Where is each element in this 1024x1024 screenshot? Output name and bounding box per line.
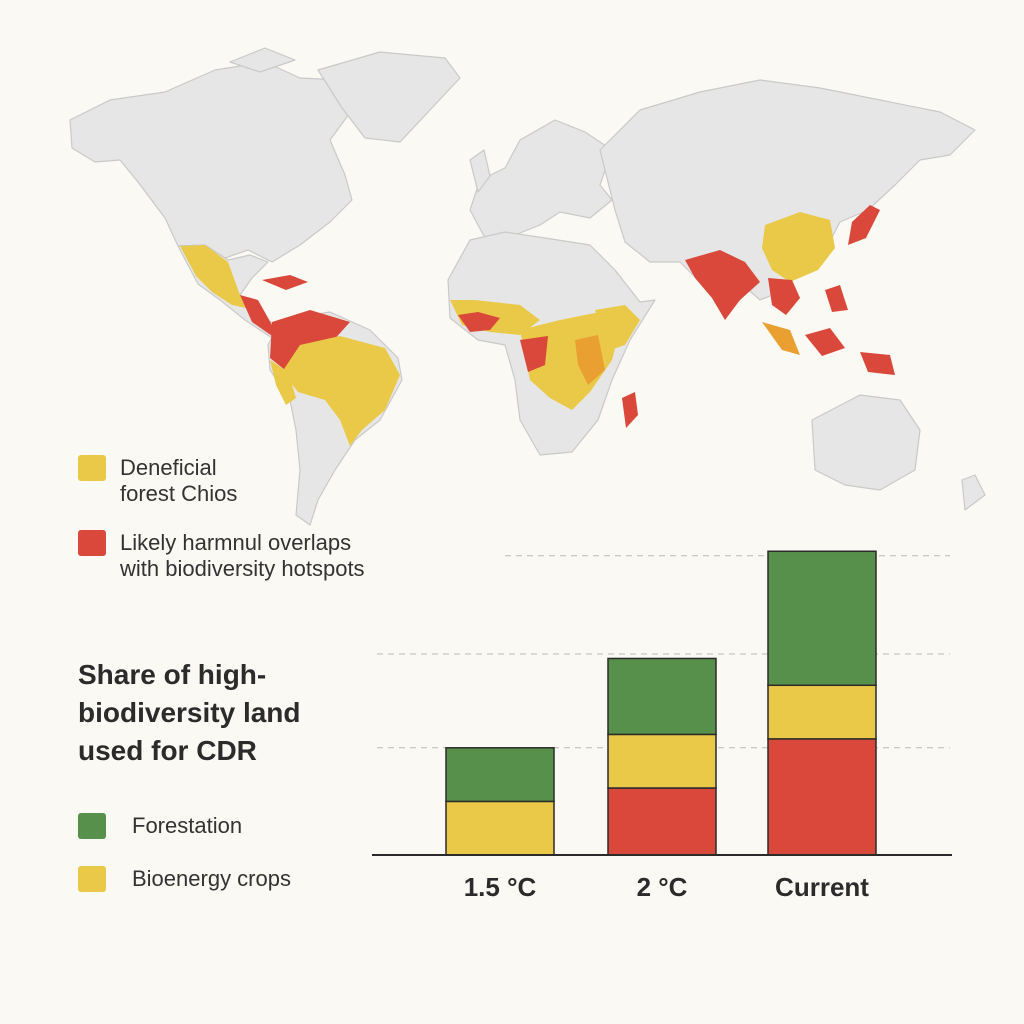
east-africa-orange	[575, 335, 605, 385]
map-uk	[469, 149, 491, 193]
japan-red	[848, 205, 880, 245]
central-africa-red	[520, 336, 548, 372]
amazon-red	[270, 310, 350, 370]
bar-segment	[767, 684, 877, 740]
map-greenland	[317, 51, 461, 143]
map-europe	[469, 119, 613, 239]
chart-legend-forestation-label: Forestation	[132, 813, 243, 838]
chart-legend-bioenergy-label: Bioenergy crops	[132, 866, 291, 891]
map-arctic-islands	[229, 47, 296, 73]
mexico-yellow	[180, 245, 255, 310]
philippines-red	[825, 285, 848, 312]
map-new-zealand	[961, 474, 986, 511]
map-legend-beneficial-label: Deneficial forest Chios	[120, 455, 238, 506]
bar-segment	[607, 733, 717, 789]
india-red	[685, 250, 760, 320]
new-guinea-red	[860, 352, 895, 375]
map-legend-harmful-label: Likely harmnul overlaps with biodiversit…	[120, 530, 365, 581]
swatch-yellow	[78, 455, 106, 481]
madagascar-red	[622, 392, 638, 428]
bar-segment	[767, 738, 877, 856]
map-asia	[599, 79, 976, 301]
bar-segment	[767, 550, 877, 687]
world-map	[69, 47, 986, 526]
bar-segment	[607, 787, 717, 856]
east-africa-yellow	[595, 305, 640, 350]
swatch-red	[78, 530, 106, 556]
bar-segment	[607, 657, 717, 736]
swatch-green	[78, 813, 106, 839]
map-australia	[811, 394, 921, 491]
chart-legend-bioenergy: Bioenergy crops	[78, 866, 291, 892]
chart-title: Share of high- biodiversity land used fo…	[78, 659, 301, 766]
bar-segment	[445, 747, 555, 803]
indonesia-red	[805, 328, 845, 356]
chart-legend-forestation: Forestation	[78, 813, 242, 839]
x-tick-label: 2 °C	[637, 872, 688, 902]
swatch-yellow-bio	[78, 866, 106, 892]
x-tick-label: Current	[775, 872, 869, 902]
bar-segment	[445, 800, 555, 856]
caribbean-red	[262, 275, 308, 290]
map-legend-harmful: Likely harmnul overlaps with biodiversit…	[78, 530, 365, 582]
x-tick-label: 1.5 °C	[464, 872, 537, 902]
west-africa-red	[458, 312, 500, 332]
china-yellow	[762, 212, 835, 282]
indonesia-orange	[762, 322, 800, 355]
andes-yellow	[270, 360, 296, 405]
map-legend-beneficial: Deneficial forest Chios	[78, 455, 237, 507]
brazil-yellow	[282, 336, 400, 446]
indochina-red	[768, 278, 800, 315]
